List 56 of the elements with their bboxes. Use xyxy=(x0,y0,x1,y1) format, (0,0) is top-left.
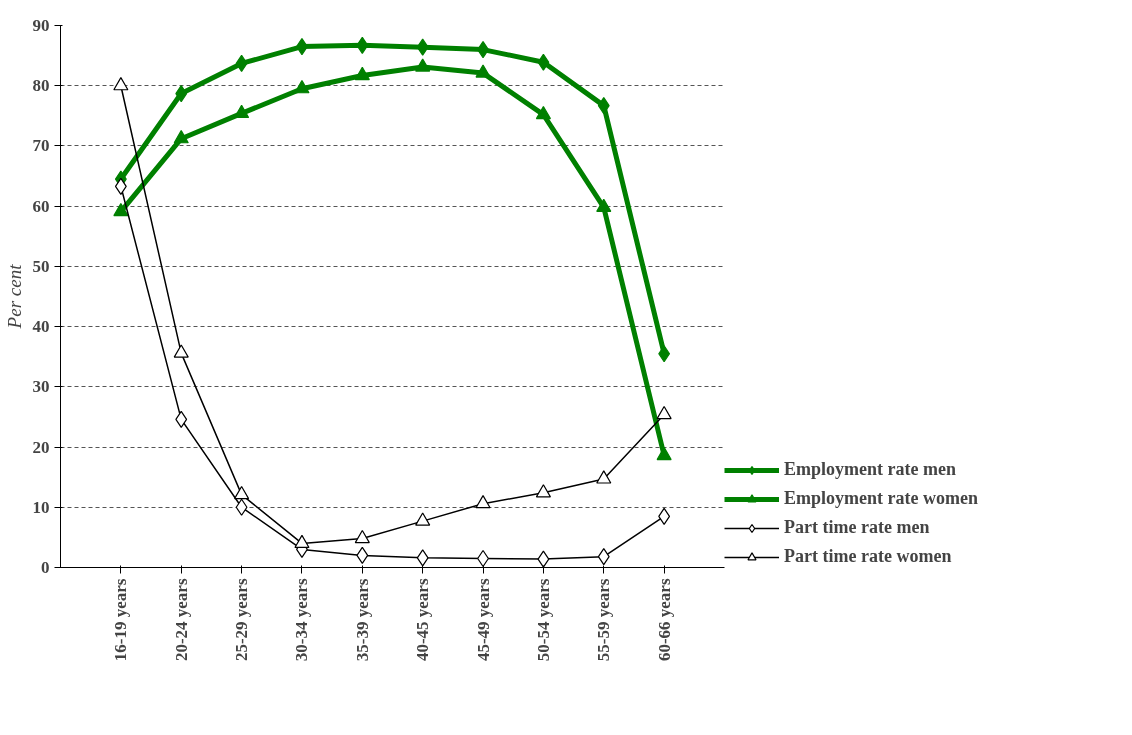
point xyxy=(235,498,248,516)
point xyxy=(416,38,429,56)
y-tick-label: 30 xyxy=(32,377,50,397)
point xyxy=(354,529,370,544)
point xyxy=(535,484,552,498)
point xyxy=(597,97,610,115)
legend-label: Part time rate men xyxy=(784,517,930,538)
point xyxy=(415,58,431,72)
point xyxy=(475,64,491,78)
point xyxy=(173,130,189,144)
x-tick-label: 40-45 years xyxy=(413,578,433,662)
x-tick-label: 30-34 years xyxy=(292,578,312,662)
point xyxy=(294,534,310,549)
point xyxy=(113,202,129,217)
x-tick-label: 45-49 years xyxy=(473,578,493,662)
legend-label: Employment rate women xyxy=(784,488,978,509)
point xyxy=(416,549,429,567)
point xyxy=(415,512,431,526)
x-tick-label: 35-39 years xyxy=(352,578,372,662)
y-tick-label: 60 xyxy=(32,196,50,216)
x-tick-label: 16-19 years xyxy=(111,578,131,662)
point xyxy=(597,548,610,566)
y-tick-label: 20 xyxy=(32,437,50,457)
point xyxy=(658,507,671,525)
point xyxy=(175,410,188,428)
point xyxy=(535,105,552,120)
y-tick-label: 50 xyxy=(32,256,50,276)
point xyxy=(656,446,672,461)
legend-label: Part time rate women xyxy=(784,546,952,567)
y-tick-label: 40 xyxy=(32,317,50,337)
y-tick-label: 80 xyxy=(32,76,50,96)
point xyxy=(537,53,550,71)
y-tick-label: 70 xyxy=(32,136,50,156)
legend-label: Employment rate men xyxy=(784,459,956,480)
x-tick-label: 55-59 years xyxy=(594,578,614,662)
point xyxy=(354,66,370,81)
x-tick-label: 60-66 years xyxy=(654,578,674,662)
point xyxy=(233,485,250,500)
x-tick-label: 50-54 years xyxy=(533,578,553,662)
point xyxy=(658,345,671,363)
point xyxy=(113,77,129,91)
point xyxy=(596,470,612,484)
y-tick-label: 90 xyxy=(32,16,50,35)
point xyxy=(114,177,127,195)
point xyxy=(475,494,491,509)
y-tick-label: 0 xyxy=(41,558,50,577)
y-tick-label: 10 xyxy=(32,497,50,517)
point xyxy=(173,344,189,358)
point xyxy=(596,198,612,213)
point xyxy=(356,36,369,54)
x-tick-label: 20-24 years xyxy=(171,578,191,662)
point xyxy=(294,80,310,94)
point xyxy=(537,550,550,568)
y-axis-title: Per cent xyxy=(3,263,25,330)
x-tick-label: 25-29 years xyxy=(232,578,252,662)
point xyxy=(656,405,672,420)
